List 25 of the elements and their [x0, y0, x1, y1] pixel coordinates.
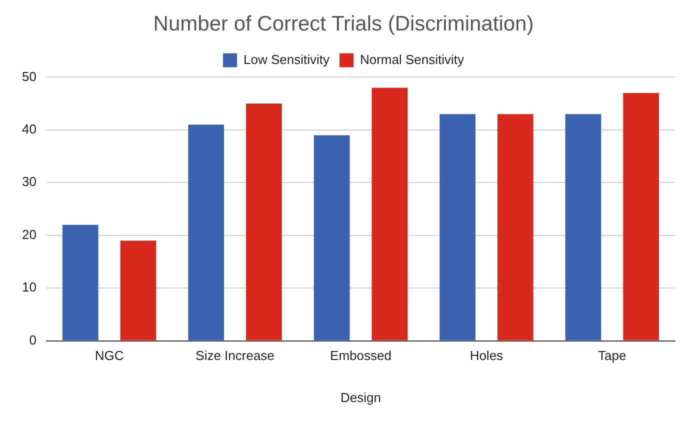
y-tick-label: 10	[22, 280, 36, 295]
bar	[565, 114, 602, 340]
x-tick-label: NGC	[94, 348, 124, 364]
legend-label: Low Sensitivity	[244, 52, 330, 67]
bar	[120, 240, 156, 340]
bar	[497, 114, 534, 340]
x-tick-label: Tape	[598, 348, 626, 364]
bar	[440, 114, 476, 340]
chart-title: Number of Correct Trials (Discrimination)	[153, 12, 534, 36]
y-tick-label: 40	[22, 122, 36, 136]
y-tick-label: 50	[22, 68, 36, 84]
bar	[246, 104, 282, 340]
y-tick-label: 30	[22, 174, 36, 190]
bar	[314, 135, 350, 340]
bar	[62, 224, 98, 340]
x-axis-title: Design	[340, 390, 381, 405]
bar	[188, 124, 224, 340]
y-tick-label: 0	[29, 332, 36, 348]
legend-label: Normal Sensitivity	[360, 52, 464, 67]
bar	[623, 93, 659, 340]
x-tick-label: Size Increase	[196, 348, 274, 364]
x-tick-label: Embossed	[330, 348, 392, 364]
x-tick-label: Holes	[470, 348, 504, 364]
bar	[372, 88, 408, 340]
y-tick-label: 20	[22, 226, 36, 242]
